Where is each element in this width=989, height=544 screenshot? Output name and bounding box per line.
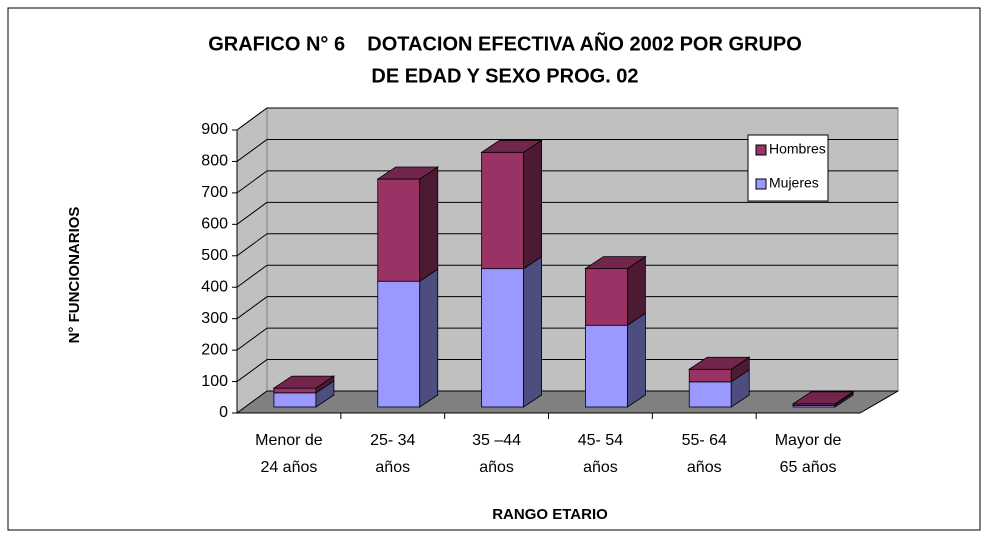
x-tick-label: 65 años <box>780 459 837 476</box>
grid-line <box>236 107 268 131</box>
bar-front <box>377 178 421 282</box>
grid-line <box>236 233 268 257</box>
x-tick-label: años <box>375 459 410 476</box>
y-axis-label: N° FUNCIONARIOS <box>66 207 83 344</box>
legend-swatch <box>755 178 767 190</box>
x-tick-label: 25- 34 <box>370 432 415 449</box>
legend-label: Hombres <box>769 141 826 157</box>
bar-top <box>791 391 855 405</box>
bar-front <box>273 387 317 394</box>
floor-edge <box>859 390 899 414</box>
grid-line <box>236 139 268 162</box>
y-tick-label: 100 <box>201 373 228 390</box>
chart-title: DE EDAD Y SEXO PROG. 02 <box>371 65 638 87</box>
y-tick-label: 0 <box>219 404 228 421</box>
x-axis-label: RANGO ETARIO <box>492 506 608 523</box>
bar-top <box>584 256 647 270</box>
bar-front <box>377 280 421 408</box>
bar <box>791 391 855 407</box>
bar-top <box>687 356 751 370</box>
bar <box>688 369 750 408</box>
grid-line <box>236 201 268 225</box>
bar <box>480 139 543 270</box>
bar-front <box>481 268 524 408</box>
grid-line <box>236 264 268 288</box>
bar-front <box>585 268 628 326</box>
x-tick-label: 35 –44 <box>472 432 521 449</box>
bar-front <box>481 151 524 270</box>
bar-top <box>480 139 543 153</box>
y-tick-label: 800 <box>201 153 228 170</box>
grid-line <box>236 390 268 414</box>
x-tick-label: años <box>583 459 618 476</box>
bar <box>272 375 336 394</box>
y-tick-label: 700 <box>201 184 228 201</box>
legend-swatch <box>755 144 767 156</box>
legend-label: Mujeres <box>769 175 819 191</box>
chart-title: GRAFICO N° 6 DOTACION EFECTIVA AÑO 2002 … <box>208 32 802 55</box>
bar-top <box>272 375 336 389</box>
bar <box>687 356 751 383</box>
x-tick-label: años <box>479 459 514 476</box>
x-tick-label: 45- 54 <box>578 432 623 449</box>
y-tick-label: 300 <box>201 310 228 327</box>
x-tick-label: años <box>687 459 722 476</box>
bar <box>481 255 542 408</box>
bar <box>377 268 439 408</box>
grid-line <box>236 359 268 382</box>
grid-line <box>236 170 268 194</box>
x-tick-label: 55- 64 <box>682 432 727 449</box>
x-tick-label: 24 años <box>260 459 317 476</box>
bar <box>584 255 647 326</box>
grid-line <box>236 327 268 351</box>
bar <box>585 312 646 408</box>
bar-side <box>419 268 439 408</box>
x-tick-label: Mayor de <box>775 432 842 449</box>
y-tick-label: 600 <box>201 216 228 233</box>
bar-front <box>273 392 317 408</box>
side-wall <box>236 107 268 414</box>
y-tick-label: 500 <box>201 247 228 264</box>
y-tick-label: 400 <box>201 278 228 295</box>
bar-top <box>376 166 440 180</box>
bar-side <box>419 166 439 282</box>
grid-line <box>236 296 268 320</box>
bar-front <box>688 381 732 408</box>
y-tick-label: 200 <box>201 341 228 358</box>
y-tick-label: 900 <box>201 121 228 138</box>
bar-side <box>523 255 542 408</box>
bar-side <box>523 139 542 270</box>
x-tick-label: Menor de <box>255 432 323 449</box>
bar-side <box>627 312 646 408</box>
bar <box>376 166 440 282</box>
bar-front <box>688 368 732 383</box>
bar-front <box>585 324 628 408</box>
